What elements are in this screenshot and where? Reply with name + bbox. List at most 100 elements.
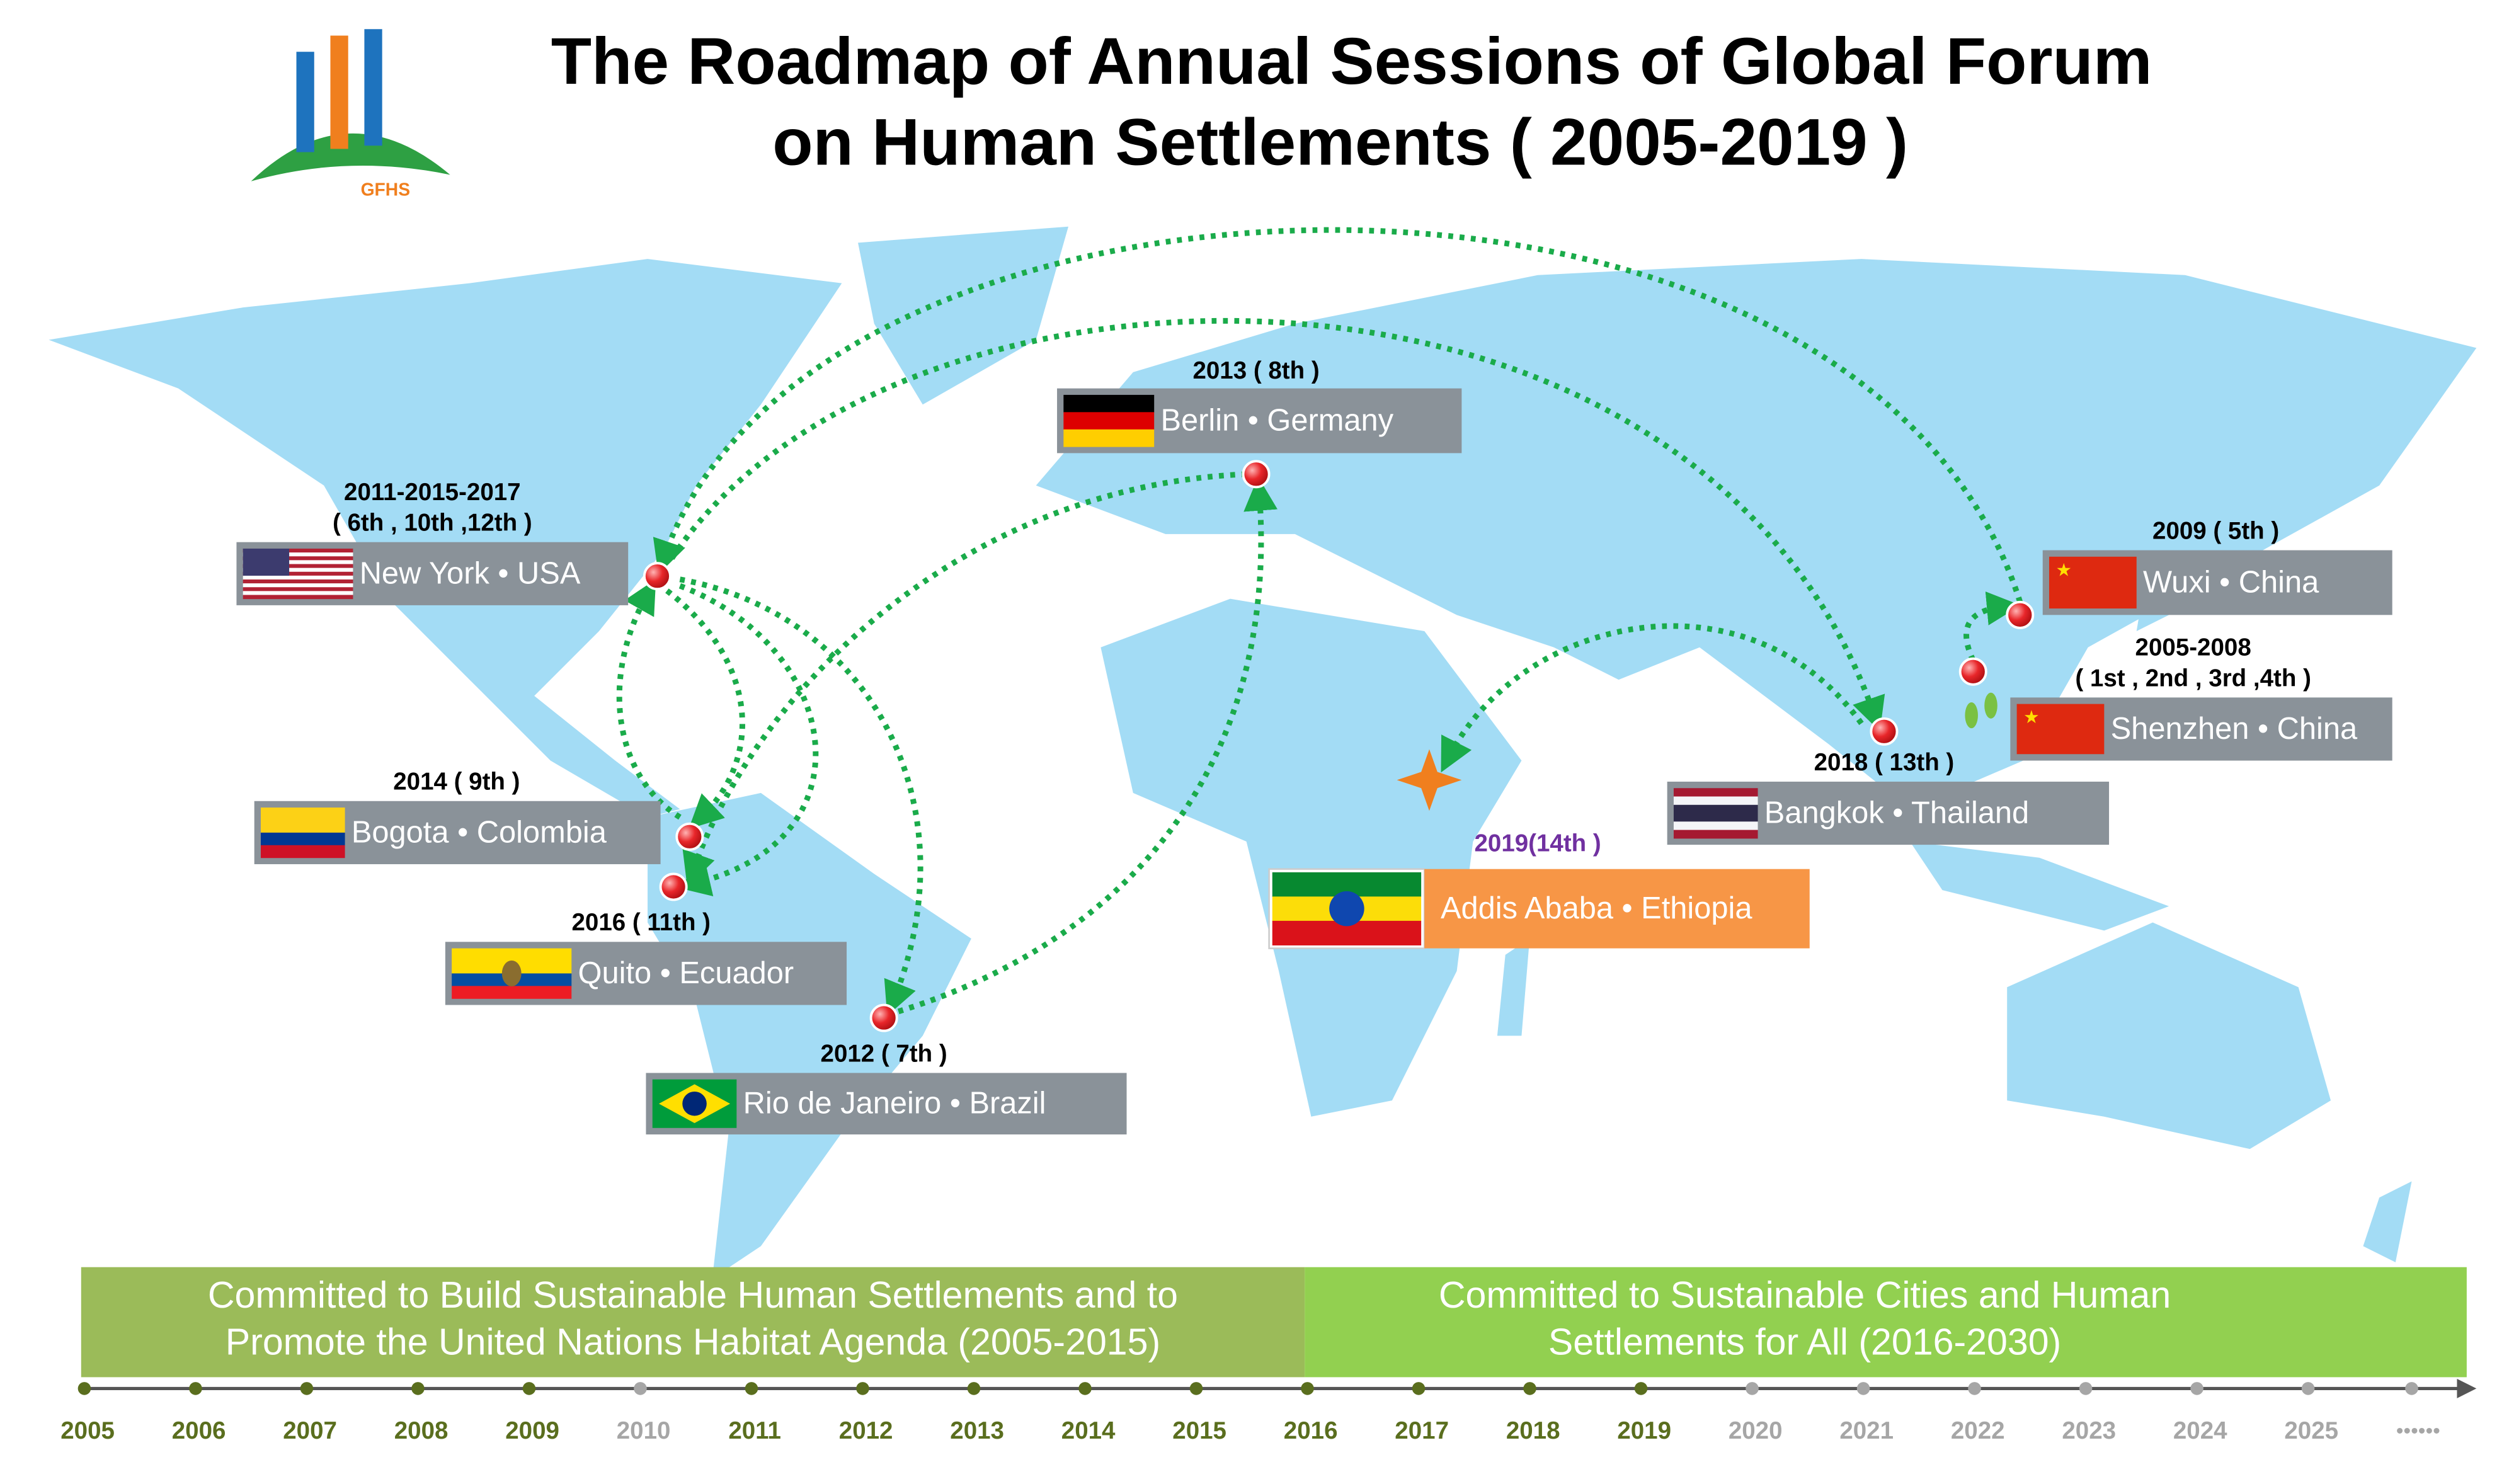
timeline-year: 2020: [1729, 1417, 1783, 1444]
flag-emblem: [501, 960, 522, 986]
timeline-year: 2008: [394, 1417, 449, 1444]
session-year: ( 1st , 2nd , 3rd ,4th ): [2075, 665, 2311, 692]
timeline-year: 2013: [950, 1417, 1004, 1444]
flag-stripe: [260, 808, 345, 833]
session-year: 2005-2008: [2135, 634, 2251, 661]
timeline-year: 2010: [617, 1417, 671, 1444]
session-year: 2014 ( 9th ): [393, 768, 520, 796]
city-label: Rio de Janeiro • Brazil: [743, 1087, 1046, 1121]
city-label: Shenzhen • China: [2111, 712, 2358, 746]
flag-stripe: [243, 556, 353, 561]
city-label: Bangkok • Thailand: [1764, 796, 2029, 830]
logo: GFHS: [251, 29, 450, 200]
flag-stripe: [243, 560, 353, 564]
timeline-year: 2005: [60, 1417, 115, 1444]
flag-stripe: [260, 845, 345, 859]
session: Berlin • Germany 2013 ( 8th ): [1057, 357, 1462, 489]
flag-stripe: [260, 832, 345, 846]
label-box: [1424, 869, 1810, 949]
session: New York • USA 2011-2015-2017 ( 6th , 10th…: [236, 479, 672, 605]
flag-stripe: [1063, 412, 1155, 430]
location-dot: [1958, 657, 1987, 686]
city-label: Quito • Ecuador: [578, 956, 794, 990]
timeline-year: 2025: [2284, 1417, 2338, 1444]
timeline-year: 2019: [1617, 1417, 1671, 1444]
flag-stripe: [243, 595, 353, 600]
timeline-dot: [411, 1382, 425, 1395]
flag-globe: [682, 1091, 707, 1116]
timeline-dot: [2079, 1382, 2093, 1395]
timeline-dot: [522, 1382, 536, 1395]
flag-stripe: [243, 591, 353, 596]
location-dot: [643, 562, 672, 591]
session-year: 2009 ( 5th ): [2152, 517, 2279, 544]
timeline-year: 2009: [505, 1417, 559, 1444]
band-text: Promote the United Nations Habitat Agend…: [226, 1321, 1160, 1363]
city-label: New York • USA: [360, 556, 581, 590]
timeline-year: 2023: [2062, 1417, 2116, 1444]
location-dot: [869, 1003, 898, 1032]
timeline-year: 2007: [283, 1417, 337, 1444]
location-dot: [675, 822, 704, 851]
flag-stripe: [243, 552, 353, 557]
timeline-dot: [300, 1382, 314, 1395]
timeline-year: 2018: [1506, 1417, 1560, 1444]
flag-stripe: [243, 571, 353, 576]
timeline-year: 2006: [172, 1417, 226, 1444]
band-text: Settlements for All (2016-2030): [1548, 1321, 2061, 1363]
timeline-year: 2011: [728, 1417, 781, 1444]
session: ★ Wuxi • China 2009 ( 5th ): [2006, 517, 2392, 629]
flag-star: ★: [2023, 707, 2039, 727]
session: ★ Shenzhen • China 2005-2008 ( 1st , 2nd , …: [1958, 634, 2392, 761]
timeline-year: 2024: [2173, 1417, 2227, 1444]
timeline-dot: [1634, 1382, 1648, 1395]
session: Rio de Janeiro • Brazil 2012 ( 7th ): [646, 1003, 1127, 1135]
timeline-ellipsis: ••••••: [2396, 1420, 2440, 1443]
session-year: 2018 ( 13th ): [1814, 749, 1955, 776]
session-year: 2011-2015-2017: [344, 479, 521, 506]
flag-stripe: [243, 587, 353, 591]
timeline-dot: [189, 1382, 202, 1395]
timeline-year: 2016: [1284, 1417, 1338, 1444]
session-year: 2012 ( 7th ): [821, 1040, 947, 1067]
session: Quito • Ecuador 2016 ( 11th ): [445, 872, 847, 1005]
timeline-dot: [77, 1382, 91, 1395]
timeline-dot: [1856, 1382, 1870, 1395]
timeline-year: 2021: [1839, 1417, 1894, 1444]
session-year: 2013 ( 8th ): [1192, 357, 1319, 384]
flag-star: ★: [2055, 559, 2071, 579]
flag-stripe: [1673, 804, 1758, 822]
session-year: 2016 ( 11th ): [571, 909, 711, 936]
band: [81, 1267, 1305, 1378]
location-dot: [1242, 460, 1271, 489]
session-year: 2019(14th ): [1475, 830, 1601, 857]
star: [1397, 749, 1462, 811]
flag-stripe: [1673, 821, 1758, 831]
location-dot: [1870, 717, 1899, 746]
flag-stripe: [243, 575, 353, 580]
footprints: [1965, 692, 1997, 729]
city-label: Addis Ababa • Ethiopia: [1441, 891, 1752, 925]
session-year: ( 6th , 10th ,12th ): [333, 510, 532, 537]
timeline-dot: [2190, 1382, 2203, 1395]
timeline-dot: [2405, 1382, 2418, 1395]
timeline-dot: [1078, 1382, 1092, 1395]
timeline-dot: [1301, 1382, 1314, 1395]
timeline-dot: [1189, 1382, 1203, 1395]
timeline-dot: [856, 1382, 869, 1395]
flag-stripe: [1063, 429, 1155, 447]
flag-stripe: [452, 986, 572, 999]
flag-field: [2049, 556, 2137, 609]
city-label: Wuxi • China: [2143, 565, 2319, 599]
flag-stripe: [243, 568, 353, 573]
session: Addis Ababa • Ethiopia 2019(14th ): [1268, 830, 1810, 949]
title: The Roadmap of Annual Sessions of Global…: [551, 25, 2152, 98]
flag-stripe: [243, 548, 353, 553]
flag-canton: [243, 548, 290, 576]
timeline-dot: [634, 1382, 647, 1395]
timeline-year: 2022: [1951, 1417, 2005, 1444]
session: Bogota • Colombia 2014 ( 9th ): [254, 768, 704, 864]
band-text: Committed to Build Sustainable Human Set…: [208, 1274, 1178, 1316]
flag-stripe: [1673, 788, 1758, 797]
